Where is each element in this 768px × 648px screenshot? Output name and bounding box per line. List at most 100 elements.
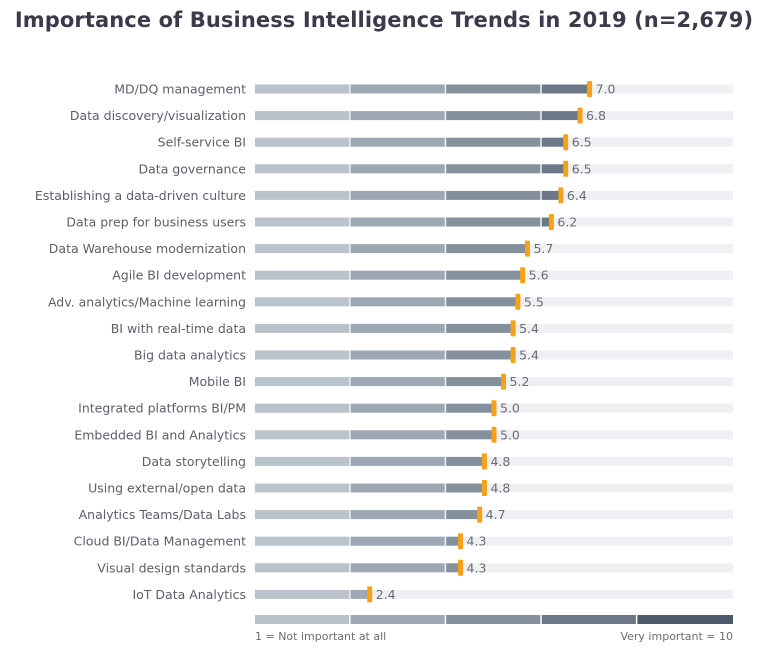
value-label: 6.8 — [586, 108, 606, 123]
bar-track — [255, 589, 733, 599]
bar-segment — [350, 403, 445, 413]
bar-segment — [255, 350, 350, 360]
scale-segment — [255, 615, 350, 624]
bar-segment — [350, 190, 445, 200]
value-marker — [491, 426, 497, 443]
bar-segment — [446, 323, 514, 333]
value-label: 4.8 — [490, 454, 510, 469]
bar-segment — [350, 510, 445, 520]
bar-segment — [350, 456, 445, 466]
category-label: Self-service BI — [158, 135, 246, 150]
bar-segment — [446, 510, 480, 520]
bar-segment — [255, 430, 350, 440]
value-label: 5.0 — [500, 401, 520, 416]
category-label: Establishing a data-driven culture — [35, 188, 246, 203]
value-label: 6.2 — [557, 215, 577, 230]
bar-segment — [255, 297, 350, 307]
bar-track — [255, 456, 733, 466]
value-label: 2.4 — [376, 587, 396, 602]
value-marker — [563, 160, 569, 177]
category-label: Data governance — [139, 161, 247, 176]
bar-segment — [350, 377, 445, 387]
bar-segment — [350, 483, 445, 493]
bar-segment — [541, 84, 590, 94]
bar-track — [255, 510, 733, 520]
value-label: 4.3 — [467, 534, 487, 549]
scale-segment — [350, 615, 445, 624]
value-marker — [520, 267, 526, 284]
category-label: Integrated platforms BI/PM — [78, 401, 246, 416]
bar-segment — [255, 111, 350, 121]
value-marker — [510, 347, 516, 363]
bar-segment — [541, 111, 581, 121]
bar-track — [255, 483, 733, 493]
value-marker — [481, 480, 487, 496]
bar-segment — [350, 430, 445, 440]
bar-segment — [446, 164, 541, 174]
bar-track — [255, 536, 733, 546]
bar-segment — [255, 377, 350, 387]
value-label: 4.3 — [467, 560, 487, 575]
value-marker — [510, 320, 516, 337]
bar-segment — [350, 244, 445, 254]
value-label: 4.8 — [490, 481, 510, 496]
category-label: Data discovery/visualization — [70, 108, 246, 123]
bar-segment — [541, 190, 561, 200]
bar-segment — [255, 190, 350, 200]
category-label: Data storytelling — [142, 454, 246, 469]
value-label: 5.5 — [524, 294, 544, 309]
bar-segment — [255, 456, 350, 466]
value-label: 6.4 — [567, 188, 587, 203]
bar-segment — [446, 430, 494, 440]
scale-segment — [446, 615, 541, 624]
category-label: Analytics Teams/Data Labs — [79, 507, 246, 522]
value-marker — [458, 533, 464, 550]
category-label: MD/DQ management — [114, 82, 246, 97]
category-label: Big data analytics — [134, 348, 246, 363]
bar-segment — [446, 244, 528, 254]
bar-segment — [446, 483, 485, 493]
bar-segment — [446, 217, 541, 227]
bar-segment — [350, 350, 445, 360]
value-marker — [458, 559, 464, 576]
value-label: 6.5 — [572, 161, 592, 176]
bar-segment — [446, 111, 541, 121]
bar-segment — [541, 137, 566, 147]
value-marker — [577, 107, 583, 124]
value-marker — [563, 134, 569, 151]
bar-segment — [350, 563, 445, 573]
scale-min-label: 1 = Not important at all — [255, 630, 386, 643]
bar-segment — [255, 164, 350, 174]
bar-segment — [541, 164, 566, 174]
bar-segment — [446, 350, 514, 360]
bar-segment — [350, 84, 445, 94]
category-label: Visual design standards — [97, 560, 246, 575]
value-label: 5.4 — [519, 348, 539, 363]
bar-segment — [446, 456, 485, 466]
bar-segment — [446, 270, 523, 280]
category-label: Using external/open data — [88, 481, 246, 496]
bar-segment — [255, 536, 350, 546]
category-label: Cloud BI/Data Management — [74, 534, 246, 549]
category-label: Adv. analytics/Machine learning — [48, 294, 246, 309]
bar-segment — [350, 137, 445, 147]
bar-segment — [446, 377, 504, 387]
value-marker — [587, 81, 593, 97]
value-label: 5.0 — [500, 427, 520, 442]
value-label: 5.4 — [519, 321, 539, 336]
bar-segment — [255, 510, 350, 520]
value-label: 5.2 — [510, 374, 530, 389]
bar-segment — [255, 244, 350, 254]
value-marker — [524, 240, 530, 257]
value-label: 5.7 — [533, 241, 553, 256]
bar-segment — [350, 217, 445, 227]
category-label: Embedded BI and Analytics — [74, 427, 246, 442]
value-label: 4.7 — [486, 507, 506, 522]
value-label: 5.6 — [529, 268, 549, 283]
bar-segment — [446, 297, 518, 307]
scale-segment — [637, 615, 733, 624]
bar-segment — [350, 536, 445, 546]
bar-segment — [350, 164, 445, 174]
bar-segment — [446, 84, 541, 94]
value-label: 7.0 — [596, 82, 616, 97]
